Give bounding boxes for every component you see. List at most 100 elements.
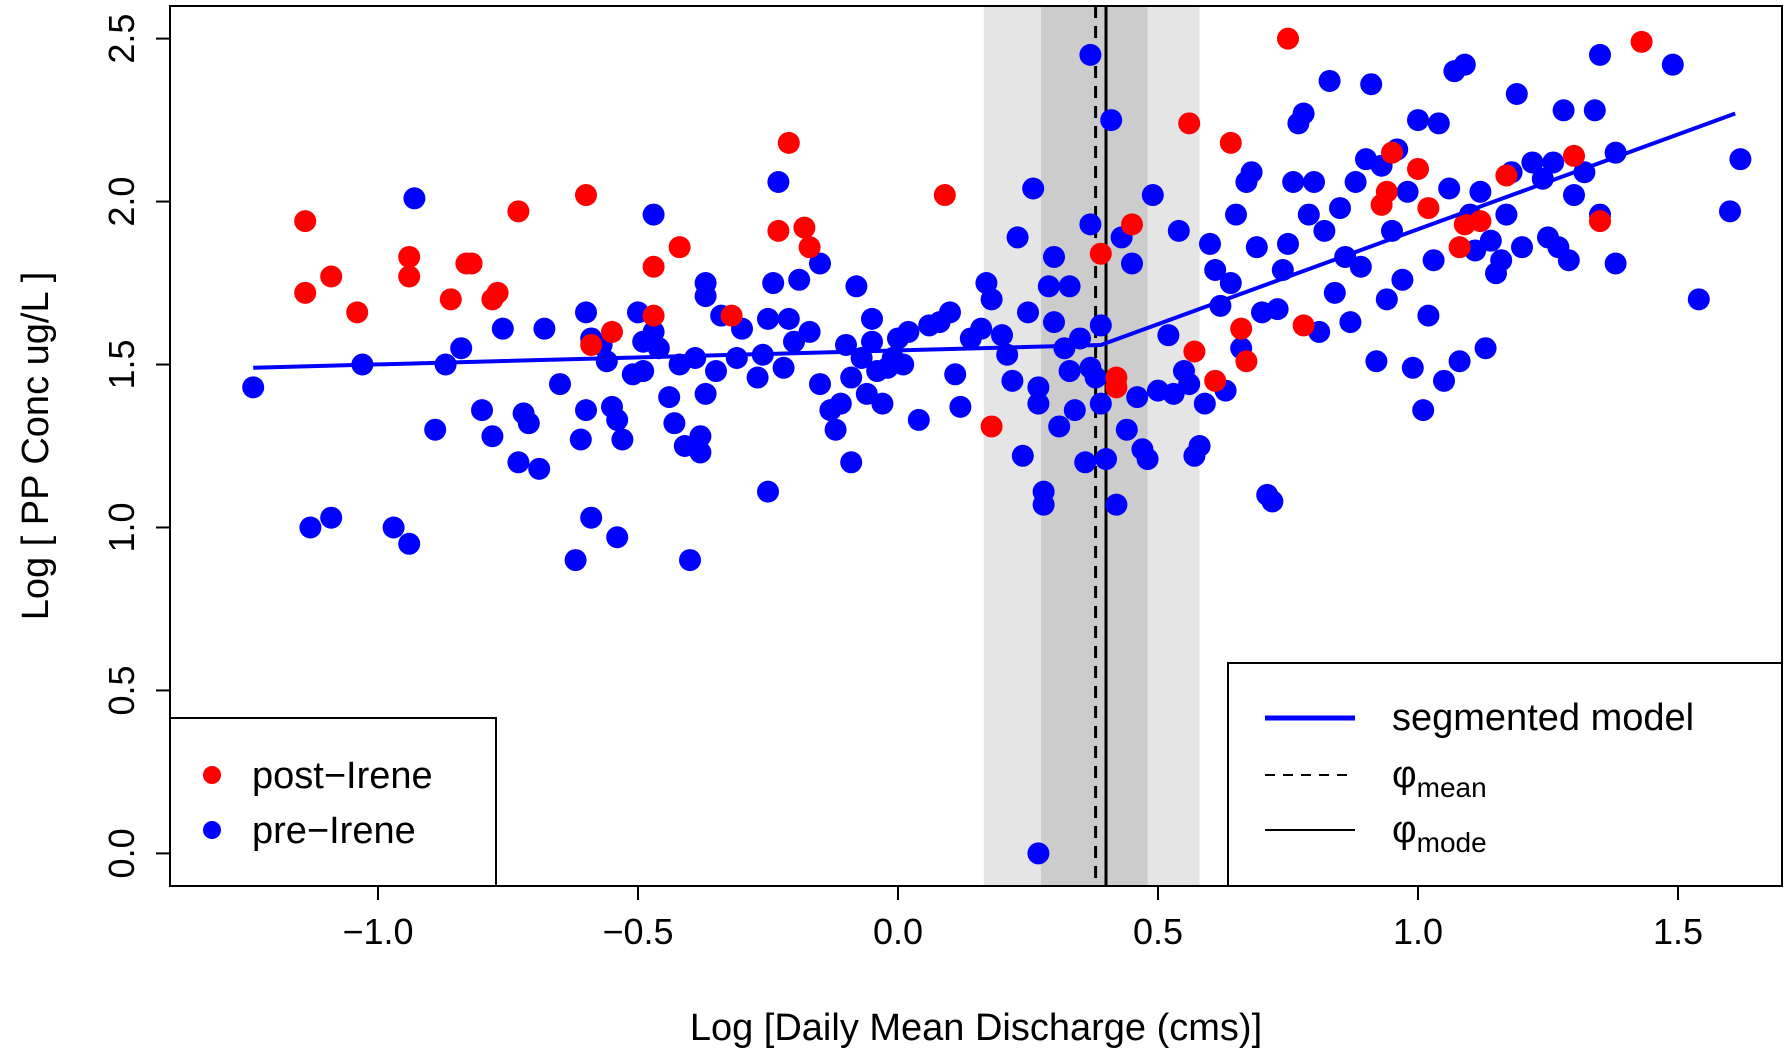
data-point-pre-irene <box>694 285 717 308</box>
data-point-pre-irene <box>1100 109 1123 132</box>
data-point-post-irene <box>1589 210 1611 233</box>
data-point-pre-irene <box>1084 366 1107 389</box>
data-point-post-irene <box>575 184 597 207</box>
data-point-pre-irene <box>1417 304 1440 327</box>
data-point-pre-irene <box>1339 311 1362 334</box>
data-point-pre-irene <box>642 203 665 226</box>
legend-label-pre-irene: pre−Irene <box>252 810 416 852</box>
data-point-pre-irene <box>772 356 795 379</box>
data-point-post-irene <box>294 210 317 233</box>
data-point-post-irene <box>793 216 816 239</box>
data-point-pre-irene <box>1422 249 1445 272</box>
data-point-pre-irene <box>798 320 821 343</box>
data-point-post-irene <box>1121 213 1143 236</box>
data-point-post-irene <box>1448 236 1471 259</box>
data-point-post-irene <box>798 236 821 259</box>
data-point-post-irene <box>486 281 509 304</box>
x-tick-label: 1.0 <box>1393 911 1443 952</box>
data-point-pre-irene <box>1360 73 1383 96</box>
data-point-pre-irene <box>1058 275 1081 298</box>
data-point-pre-irene <box>1719 200 1741 223</box>
breakpoint-lines <box>1094 6 1108 886</box>
data-point-pre-irene <box>1303 171 1325 193</box>
data-point-pre-irene <box>944 363 967 386</box>
data-point-pre-irene <box>1006 226 1029 249</box>
data-point-pre-irene <box>1292 102 1315 125</box>
data-point-pre-irene <box>829 392 852 415</box>
data-point-pre-irene <box>1089 314 1112 337</box>
data-point-pre-irene <box>632 360 655 383</box>
data-point-pre-irene <box>757 307 779 330</box>
data-point-pre-irene <box>1349 255 1372 278</box>
data-point-pre-irene <box>1199 232 1221 255</box>
x-tick-label: −1.0 <box>342 911 413 952</box>
data-point-pre-irene <box>606 526 629 549</box>
data-point-pre-irene <box>1188 435 1211 457</box>
data-point-pre-irene <box>611 428 634 451</box>
data-point-post-irene <box>1178 112 1201 135</box>
data-point-pre-irene <box>1079 43 1102 66</box>
y-tick-label: 2.0 <box>101 177 142 227</box>
data-point-post-irene <box>668 236 691 259</box>
data-point-pre-irene <box>299 516 322 539</box>
data-point-pre-irene <box>580 506 603 529</box>
x-axis-label: Log [Daily Mean Discharge (cms)] <box>690 1007 1262 1049</box>
data-point-pre-irene <box>861 307 883 330</box>
data-point-pre-irene <box>1027 392 1050 415</box>
x-tick-label: 0.5 <box>1133 911 1183 952</box>
data-point-pre-irene <box>840 451 863 474</box>
data-point-pre-irene <box>1344 171 1367 193</box>
data-point-post-irene <box>642 304 665 327</box>
data-point-pre-irene <box>1204 259 1227 281</box>
data-point-pre-irene <box>1266 298 1289 321</box>
data-point-post-irene <box>1417 197 1440 220</box>
data-point-pre-irene <box>1240 161 1263 184</box>
phi-mean-subscript: mean <box>1417 772 1487 803</box>
data-point-post-irene <box>767 219 790 242</box>
data-point-pre-irene <box>1318 69 1341 92</box>
data-point-pre-irene <box>517 412 540 435</box>
phi-mode-subscript: mode <box>1417 827 1487 858</box>
data-point-pre-irene <box>1043 245 1065 268</box>
data-point-pre-irene <box>1032 493 1055 516</box>
x-tick-label: 0.0 <box>873 911 923 952</box>
legend-lines: segmented model φmean φmode <box>1227 662 1783 887</box>
data-point-post-irene <box>1381 141 1403 164</box>
data-point-pre-irene <box>1225 203 1247 226</box>
y-tick-label: 2.5 <box>101 14 142 64</box>
data-point-pre-irene <box>647 337 670 360</box>
data-point-pre-irene <box>809 373 831 396</box>
data-point-pre-irene <box>403 187 426 210</box>
data-point-pre-irene <box>1011 444 1034 467</box>
data-point-pre-irene <box>242 376 265 399</box>
data-point-pre-irene <box>1521 151 1544 174</box>
data-point-pre-irene <box>549 373 571 396</box>
data-point-pre-irene <box>1557 249 1580 272</box>
data-point-pre-irene <box>471 399 493 422</box>
legend-marker-pre-irene <box>203 821 221 839</box>
data-point-post-irene <box>601 320 623 343</box>
data-point-pre-irene <box>1167 219 1190 242</box>
data-point-post-irene <box>1630 30 1653 53</box>
data-point-pre-irene <box>1277 232 1299 255</box>
data-point-pre-irene <box>1604 252 1627 275</box>
data-point-post-irene <box>1469 210 1492 233</box>
data-point-pre-irene <box>746 366 769 389</box>
data-point-pre-irene <box>1157 324 1180 347</box>
data-point-pre-irene <box>871 392 894 415</box>
data-point-pre-irene <box>1563 184 1585 207</box>
data-point-pre-irene <box>1407 109 1429 132</box>
data-point-pre-irene <box>1121 252 1143 275</box>
data-point-pre-irene <box>897 320 920 343</box>
data-point-pre-irene <box>1141 184 1164 207</box>
y-tick-label: 0.0 <box>101 828 142 878</box>
data-point-pre-irene <box>1089 392 1112 415</box>
data-point-post-irene <box>439 288 462 311</box>
data-point-pre-irene <box>507 451 530 474</box>
data-point-pre-irene <box>689 441 712 464</box>
data-point-pre-irene <box>892 353 915 376</box>
data-point-pre-irene <box>824 418 847 441</box>
data-point-pre-irene <box>1017 301 1039 324</box>
data-point-pre-irene <box>1261 490 1284 513</box>
